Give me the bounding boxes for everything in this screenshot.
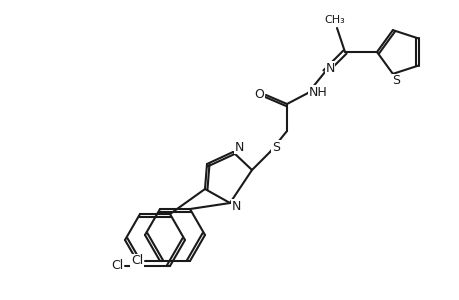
Text: S: S bbox=[271, 140, 280, 154]
Text: Cl: Cl bbox=[131, 254, 143, 268]
Text: N: N bbox=[231, 200, 240, 212]
Text: N: N bbox=[234, 140, 243, 154]
Text: N: N bbox=[325, 61, 334, 74]
Text: S: S bbox=[391, 74, 399, 87]
Text: O: O bbox=[253, 88, 263, 100]
Text: NH: NH bbox=[308, 85, 327, 98]
Text: Cl: Cl bbox=[111, 260, 123, 272]
Text: CH₃: CH₃ bbox=[324, 15, 345, 25]
